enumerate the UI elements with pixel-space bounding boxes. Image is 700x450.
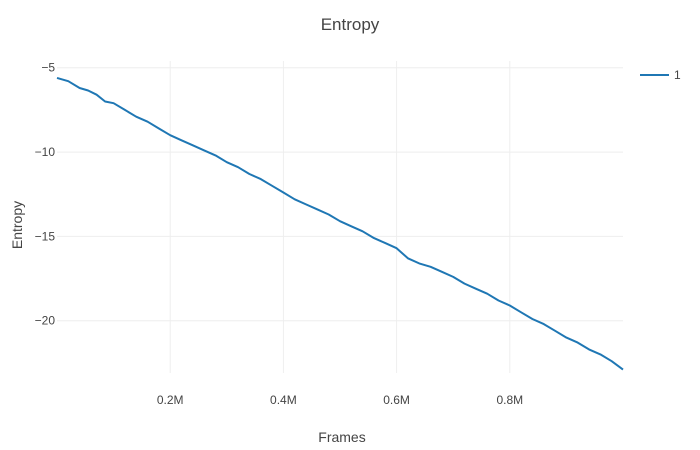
y-tick-label-3: −20 xyxy=(35,314,56,328)
x-tick-label-3: 0.8M xyxy=(496,393,523,407)
chart-title: Entropy xyxy=(321,15,380,34)
x-axis-ticks: 0.2M 0.4M 0.6M 0.8M xyxy=(157,393,523,407)
x-axis-title: Frames xyxy=(318,429,365,445)
y-tick-label-2: −15 xyxy=(35,229,56,243)
legend-label-1: 1 xyxy=(674,68,681,82)
y-axis-ticks: −5 −10 −15 −20 xyxy=(35,61,56,328)
x-tick-label-2: 0.6M xyxy=(383,393,410,407)
x-tick-label-1: 0.4M xyxy=(270,393,297,407)
x-tick-label-0: 0.2M xyxy=(157,393,184,407)
series-line-1 xyxy=(56,76,624,371)
y-axis-title: Entropy xyxy=(9,201,25,249)
y-tick-label-1: −10 xyxy=(35,145,56,159)
series-layer xyxy=(56,76,624,371)
legend[interactable]: 1 xyxy=(640,68,681,82)
grid-layer xyxy=(57,61,623,373)
y-tick-label-0: −5 xyxy=(41,61,55,75)
